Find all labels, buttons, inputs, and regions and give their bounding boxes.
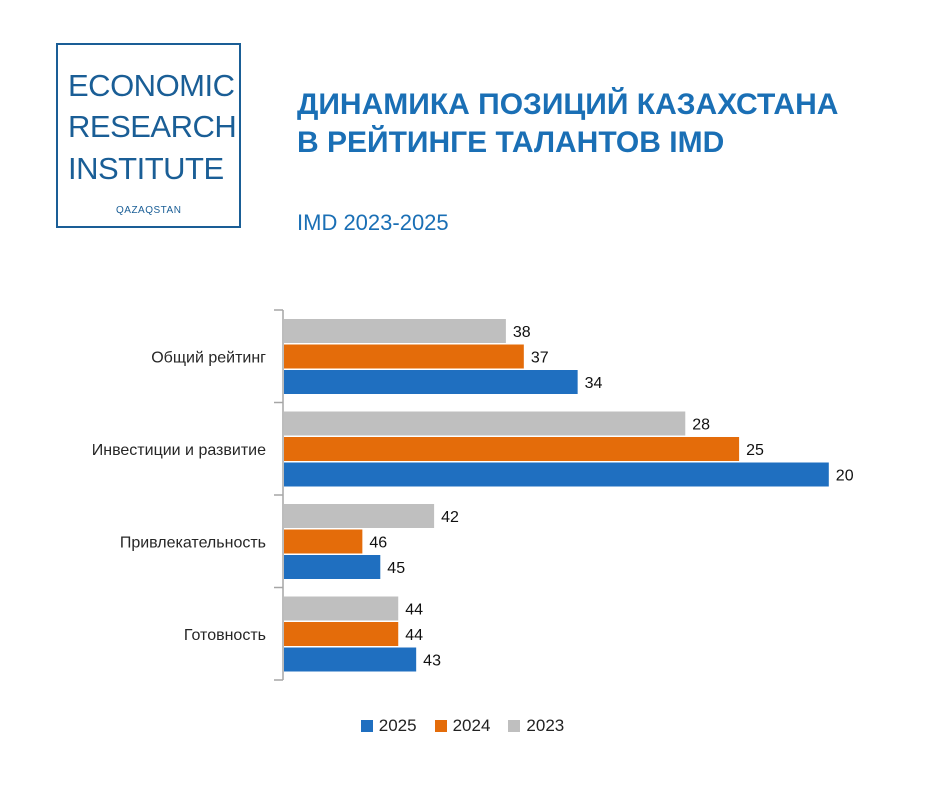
- bar-2024: [284, 437, 740, 461]
- logo-subtitle: QAZAQSTAN: [116, 205, 182, 216]
- legend-item-2024: 2024: [434, 716, 491, 736]
- chart-legend: 2025 2024 2023: [0, 716, 925, 736]
- data-label: 25: [746, 442, 764, 459]
- logo-line-institute: INSTITUTE: [68, 151, 224, 186]
- bar-2023: [284, 411, 686, 436]
- legend-swatch: [434, 720, 447, 732]
- data-label: 46: [369, 535, 387, 552]
- bar-2023: [284, 504, 435, 528]
- bar-2023: [284, 596, 399, 621]
- legend-label: 2024: [452, 716, 491, 735]
- chart-subtitle: IMD 2023-2025: [297, 210, 449, 235]
- bar-2025: [284, 462, 829, 487]
- bar-2024: [284, 622, 399, 646]
- chart-title-line-2: В РЕЙТИНГЕ ТАЛАНТОВ IMD: [297, 126, 725, 159]
- category-label: Общий рейтинг: [151, 349, 266, 366]
- data-label: 42: [441, 509, 459, 526]
- bar-2024: [284, 344, 524, 369]
- logo-line-research: RESEARCH: [68, 109, 237, 144]
- legend-label: 2023: [526, 716, 565, 735]
- legend-swatch: [360, 720, 373, 732]
- bar-2023: [284, 319, 506, 343]
- data-label: 38: [513, 324, 531, 341]
- bar-2025: [284, 555, 381, 579]
- bar-2025: [284, 370, 578, 394]
- legend-item-2025: 2025: [360, 716, 417, 736]
- data-label: 44: [405, 627, 423, 644]
- chart-title-line-1: ДИНАМИКА ПОЗИЦИЙ КАЗАХСТАНА: [297, 88, 839, 121]
- category-label: Готовность: [184, 627, 266, 644]
- data-label: 45: [387, 560, 405, 577]
- data-label: 20: [836, 468, 854, 485]
- category-label: Инвестиции и развитие: [92, 442, 266, 459]
- data-label: 28: [692, 417, 710, 434]
- legend-label: 2025: [378, 716, 417, 735]
- data-label: 44: [405, 602, 423, 619]
- bar-2024: [284, 529, 363, 554]
- category-label: Привлекательность: [120, 534, 266, 551]
- data-label: 34: [585, 375, 603, 392]
- legend-item-2023: 2023: [508, 716, 564, 736]
- bar-2025: [284, 647, 417, 672]
- logo-line-economic: ECONOMIC: [68, 68, 235, 103]
- legend-swatch: [508, 720, 521, 732]
- logo: ECONOMIC RESEARCH INSTITUTE QAZAQSTAN: [56, 43, 241, 228]
- data-label: 37: [531, 350, 549, 367]
- data-label: 43: [423, 653, 441, 670]
